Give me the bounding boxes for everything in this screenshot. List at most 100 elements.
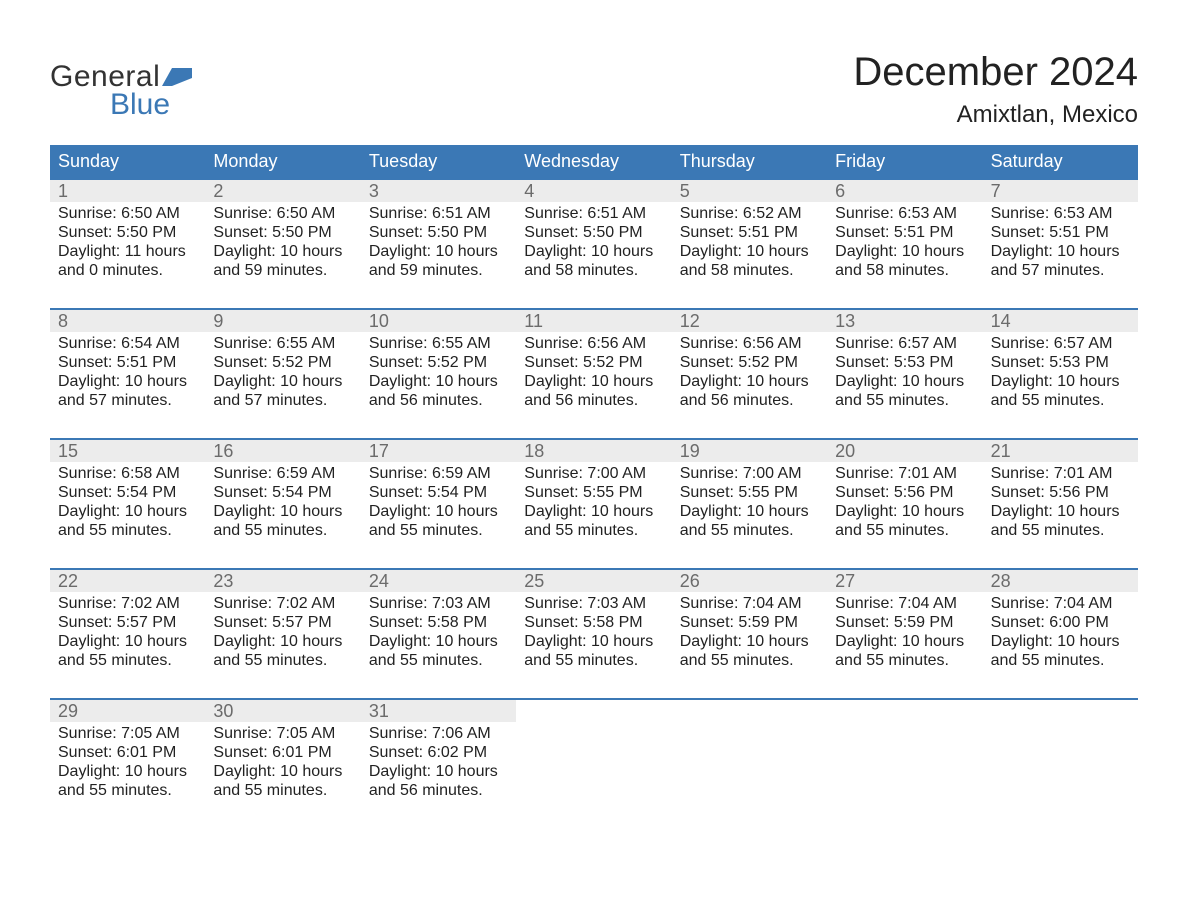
sunrise-line: Sunrise: 6:56 AM	[680, 334, 819, 353]
day-body: Sunrise: 6:57 AMSunset: 5:53 PMDaylight:…	[983, 332, 1138, 414]
daynum-stripe: 14	[983, 310, 1138, 332]
sunset-line: Sunset: 5:59 PM	[680, 613, 819, 632]
daynum-stripe: 7	[983, 180, 1138, 202]
day-body: Sunrise: 7:00 AMSunset: 5:55 PMDaylight:…	[516, 462, 671, 544]
header: General Blue December 2024 Amixtlan, Mex…	[50, 50, 1138, 129]
daylight-line: Daylight: 10 hours and 58 minutes.	[835, 242, 974, 280]
day-body: Sunrise: 7:02 AMSunset: 5:57 PMDaylight:…	[205, 592, 360, 674]
week-row: 8Sunrise: 6:54 AMSunset: 5:51 PMDaylight…	[50, 308, 1138, 420]
daylight-line: Daylight: 10 hours and 58 minutes.	[680, 242, 819, 280]
sunset-line: Sunset: 5:51 PM	[58, 353, 197, 372]
daylight-line: Daylight: 10 hours and 56 minutes.	[680, 372, 819, 410]
calendar-cell: 23Sunrise: 7:02 AMSunset: 5:57 PMDayligh…	[205, 570, 360, 680]
daylight-line: Daylight: 10 hours and 55 minutes.	[524, 502, 663, 540]
calendar-cell	[516, 700, 671, 810]
sunrise-line: Sunrise: 7:05 AM	[58, 724, 197, 743]
day-body: Sunrise: 7:05 AMSunset: 6:01 PMDaylight:…	[50, 722, 205, 804]
day-number: 4	[516, 180, 671, 202]
sunset-line: Sunset: 6:01 PM	[213, 743, 352, 762]
daylight-line: Daylight: 10 hours and 55 minutes.	[213, 762, 352, 800]
calendar-cell: 16Sunrise: 6:59 AMSunset: 5:54 PMDayligh…	[205, 440, 360, 550]
sunrise-line: Sunrise: 6:50 AM	[213, 204, 352, 223]
daynum-stripe: 9	[205, 310, 360, 332]
sunrise-line: Sunrise: 7:05 AM	[213, 724, 352, 743]
day-number: 25	[516, 570, 671, 592]
day-body: Sunrise: 6:58 AMSunset: 5:54 PMDaylight:…	[50, 462, 205, 544]
day-body: Sunrise: 6:52 AMSunset: 5:51 PMDaylight:…	[672, 202, 827, 284]
daynum-stripe: 12	[672, 310, 827, 332]
calendar-cell: 20Sunrise: 7:01 AMSunset: 5:56 PMDayligh…	[827, 440, 982, 550]
sunset-line: Sunset: 5:51 PM	[835, 223, 974, 242]
day-number: 3	[361, 180, 516, 202]
daynum-stripe: 29	[50, 700, 205, 722]
page: General Blue December 2024 Amixtlan, Mex…	[0, 0, 1188, 918]
day-body: Sunrise: 6:55 AMSunset: 5:52 PMDaylight:…	[205, 332, 360, 414]
calendar: SundayMondayTuesdayWednesdayThursdayFrid…	[50, 145, 1138, 810]
daynum-stripe: 4	[516, 180, 671, 202]
day-body: Sunrise: 7:04 AMSunset: 5:59 PMDaylight:…	[672, 592, 827, 674]
calendar-cell: 13Sunrise: 6:57 AMSunset: 5:53 PMDayligh…	[827, 310, 982, 420]
sunset-line: Sunset: 6:02 PM	[369, 743, 508, 762]
calendar-cell: 12Sunrise: 6:56 AMSunset: 5:52 PMDayligh…	[672, 310, 827, 420]
day-body: Sunrise: 6:53 AMSunset: 5:51 PMDaylight:…	[827, 202, 982, 284]
calendar-cell: 25Sunrise: 7:03 AMSunset: 5:58 PMDayligh…	[516, 570, 671, 680]
day-body: Sunrise: 6:55 AMSunset: 5:52 PMDaylight:…	[361, 332, 516, 414]
day-number: 29	[50, 700, 205, 722]
calendar-cell: 6Sunrise: 6:53 AMSunset: 5:51 PMDaylight…	[827, 180, 982, 290]
calendar-cell: 2Sunrise: 6:50 AMSunset: 5:50 PMDaylight…	[205, 180, 360, 290]
weeks-container: 1Sunrise: 6:50 AMSunset: 5:50 PMDaylight…	[50, 178, 1138, 810]
calendar-cell: 14Sunrise: 6:57 AMSunset: 5:53 PMDayligh…	[983, 310, 1138, 420]
day-number: 22	[50, 570, 205, 592]
daynum-stripe: 16	[205, 440, 360, 462]
day-number: 10	[361, 310, 516, 332]
daynum-stripe: 31	[361, 700, 516, 722]
calendar-cell: 8Sunrise: 6:54 AMSunset: 5:51 PMDaylight…	[50, 310, 205, 420]
day-number: 21	[983, 440, 1138, 462]
sunrise-line: Sunrise: 7:01 AM	[991, 464, 1130, 483]
daynum-stripe: 2	[205, 180, 360, 202]
daylight-line: Daylight: 10 hours and 55 minutes.	[58, 502, 197, 540]
daynum-stripe: 19	[672, 440, 827, 462]
calendar-cell: 24Sunrise: 7:03 AMSunset: 5:58 PMDayligh…	[361, 570, 516, 680]
day-body: Sunrise: 6:54 AMSunset: 5:51 PMDaylight:…	[50, 332, 205, 414]
sunrise-line: Sunrise: 6:53 AM	[991, 204, 1130, 223]
daynum-stripe: 18	[516, 440, 671, 462]
sunrise-line: Sunrise: 7:04 AM	[680, 594, 819, 613]
daynum-stripe: 24	[361, 570, 516, 592]
sunrise-line: Sunrise: 7:01 AM	[835, 464, 974, 483]
day-number: 20	[827, 440, 982, 462]
day-number: 1	[50, 180, 205, 202]
daynum-stripe: 28	[983, 570, 1138, 592]
day-number: 11	[516, 310, 671, 332]
daylight-line: Daylight: 10 hours and 55 minutes.	[58, 632, 197, 670]
daylight-line: Daylight: 10 hours and 57 minutes.	[991, 242, 1130, 280]
day-body: Sunrise: 7:04 AMSunset: 6:00 PMDaylight:…	[983, 592, 1138, 674]
sunrise-line: Sunrise: 6:56 AM	[524, 334, 663, 353]
day-number: 8	[50, 310, 205, 332]
sunset-line: Sunset: 5:55 PM	[524, 483, 663, 502]
sunrise-line: Sunrise: 7:02 AM	[58, 594, 197, 613]
sunrise-line: Sunrise: 7:06 AM	[369, 724, 508, 743]
sunset-line: Sunset: 6:00 PM	[991, 613, 1130, 632]
daynum-stripe: 15	[50, 440, 205, 462]
daylight-line: Daylight: 10 hours and 55 minutes.	[369, 502, 508, 540]
day-number: 27	[827, 570, 982, 592]
daynum-stripe: 20	[827, 440, 982, 462]
daylight-line: Daylight: 10 hours and 55 minutes.	[58, 762, 197, 800]
daylight-line: Daylight: 10 hours and 55 minutes.	[369, 632, 508, 670]
sunset-line: Sunset: 5:52 PM	[369, 353, 508, 372]
calendar-cell: 7Sunrise: 6:53 AMSunset: 5:51 PMDaylight…	[983, 180, 1138, 290]
day-number: 16	[205, 440, 360, 462]
sunrise-line: Sunrise: 7:02 AM	[213, 594, 352, 613]
daynum-stripe: 30	[205, 700, 360, 722]
daynum-stripe: 17	[361, 440, 516, 462]
sunrise-line: Sunrise: 6:57 AM	[991, 334, 1130, 353]
day-body: Sunrise: 6:50 AMSunset: 5:50 PMDaylight:…	[205, 202, 360, 284]
calendar-cell: 29Sunrise: 7:05 AMSunset: 6:01 PMDayligh…	[50, 700, 205, 810]
day-body: Sunrise: 6:56 AMSunset: 5:52 PMDaylight:…	[672, 332, 827, 414]
daylight-line: Daylight: 10 hours and 56 minutes.	[369, 372, 508, 410]
sunset-line: Sunset: 5:52 PM	[213, 353, 352, 372]
daynum-stripe: 27	[827, 570, 982, 592]
week-row: 22Sunrise: 7:02 AMSunset: 5:57 PMDayligh…	[50, 568, 1138, 680]
sunrise-line: Sunrise: 6:55 AM	[213, 334, 352, 353]
